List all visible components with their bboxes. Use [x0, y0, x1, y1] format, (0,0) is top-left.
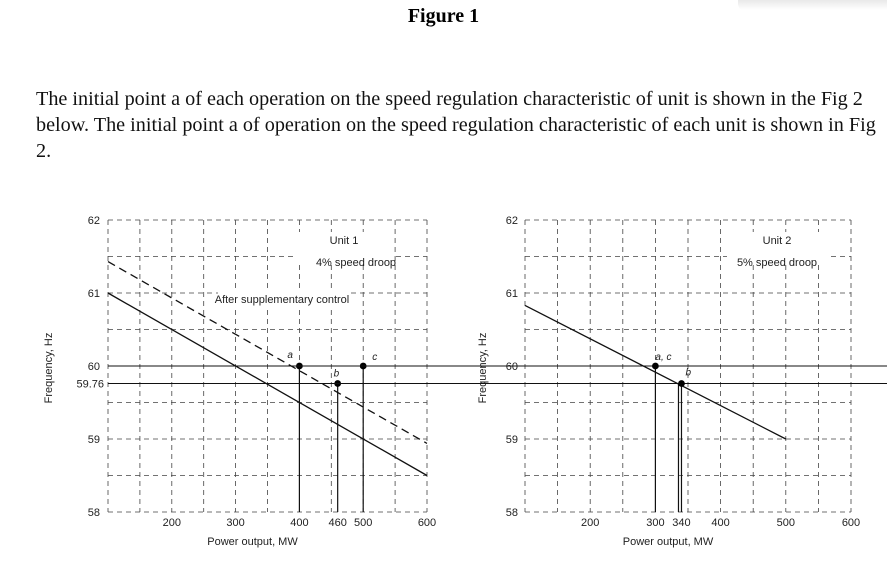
plot2-caption-title: Unit 2: [763, 235, 792, 247]
plot2-point-ac: [652, 362, 659, 370]
window-corner-shadow: [738, 0, 887, 10]
plot2-y-tick-label: 58: [506, 507, 518, 519]
plot1-series-line: [107, 261, 428, 444]
plot1-y-tick-label: 59: [88, 434, 100, 446]
problem-paragraph: The initial point a of each operation on…: [36, 88, 876, 162]
plot1-x-tick-label: 500: [354, 517, 372, 529]
plot2-x-tick-label: 400: [711, 517, 729, 529]
plot1-series-line: [107, 292, 428, 477]
plot1-y-tick-label: 59.76: [76, 379, 104, 391]
plot1-x-tick-label: 200: [163, 517, 181, 529]
plot1-point-label: c: [372, 352, 377, 363]
plot1-caption-title: Unit 1: [330, 235, 359, 247]
plot1-y-tick-label: 58: [88, 507, 100, 519]
plot2-y-tick-label: 62: [506, 215, 518, 227]
plot2-point-label: a, c: [655, 352, 671, 363]
plot1-y-tick-label: 61: [88, 288, 100, 300]
plot2-x-tick-label: 600: [842, 517, 860, 529]
plot2-x-tick-label: 200: [581, 517, 599, 529]
plot2-point-label: b: [685, 368, 691, 379]
plot2-x-tick-label: 340: [672, 517, 690, 529]
plot1-x-tick-label: 460: [329, 517, 347, 529]
plot2-x-tick-label: 500: [777, 517, 795, 529]
plot1-point-label: a: [287, 350, 293, 361]
plot2-x-tick-label: 300: [646, 517, 664, 529]
plot1-y-tick-label: 60: [88, 361, 100, 373]
plot1-y-tick-label: 62: [88, 215, 100, 227]
plot1-x-tick-label: 400: [290, 517, 308, 529]
plot1-caption-droop: 4% speed droop: [316, 257, 396, 269]
plot2-y-tick-label: 61: [506, 288, 518, 300]
plot1-point-label: b: [334, 369, 340, 380]
plot2-point-b: [678, 380, 685, 387]
plot2-y-tick-label: 59: [506, 434, 518, 446]
plot1-annotation-bg: [218, 292, 348, 306]
plot2-x-axis-title: Power output, MW: [623, 536, 714, 548]
plot2-caption-droop: 5% speed droop: [737, 257, 817, 269]
plot2-caption-bg: [727, 232, 827, 264]
plot1-annotation: After supplementary control: [215, 294, 350, 306]
figure-title: Figure 1: [407, 5, 480, 27]
plot1-x-tick-label: 300: [226, 517, 244, 529]
plot2-y-tick-label: 60: [506, 361, 518, 373]
plot1-x-axis-title: Power output, MW: [207, 536, 298, 548]
plot1-x-tick-label: 600: [418, 517, 436, 529]
plot2-y-axis-title: Frequency, Hz: [477, 333, 489, 404]
plot1-caption-bg: [294, 232, 394, 264]
plot1-y-axis-title: Frequency, Hz: [43, 333, 55, 404]
